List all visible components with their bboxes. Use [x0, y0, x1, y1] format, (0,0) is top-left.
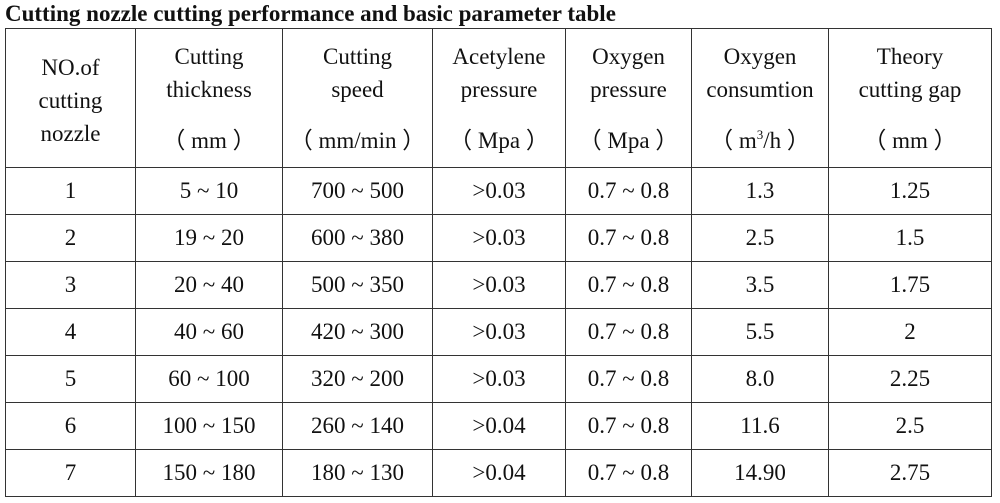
header-line: NO.of	[41, 54, 100, 80]
cell-nozzle-number: 6	[5, 402, 136, 450]
header-line: Oxygen	[592, 43, 665, 69]
cell-cutting-speed: 320 ~ 200	[282, 355, 433, 403]
cell-oxygen-consumption: 11.6	[691, 402, 829, 450]
cell-oxygen-pressure: 0.7 ~ 0.8	[565, 214, 692, 262]
cell-oxygen-pressure: 0.7 ~ 0.8	[565, 308, 692, 356]
parameter-table: NO.of cutting nozzle Cutting thickness （…	[5, 28, 992, 497]
header-oxygen-consumption: Oxygen consumtion （ m3/h ）	[691, 28, 829, 168]
cell-oxygen-pressure: 0.7 ~ 0.8	[565, 402, 692, 450]
header-unit: （ m3/h ）	[692, 124, 828, 157]
cell-oxygen-pressure: 0.7 ~ 0.8	[565, 261, 692, 309]
cell-oxygen-pressure: 0.7 ~ 0.8	[565, 355, 692, 403]
cell-acetylene-pressure: >0.03	[432, 355, 566, 403]
cell-theory-cutting-gap: 2.25	[828, 355, 992, 403]
header-line: cutting gap	[858, 76, 962, 102]
cell-theory-cutting-gap: 1.75	[828, 261, 992, 309]
cell-cutting-thickness: 150 ~ 180	[135, 449, 283, 497]
header-nozzle-number: NO.of cutting nozzle	[5, 28, 136, 168]
cell-acetylene-pressure: >0.03	[432, 167, 566, 215]
cell-oxygen-pressure: 0.7 ~ 0.8	[565, 449, 692, 497]
cell-cutting-speed: 700 ~ 500	[282, 167, 433, 215]
cell-nozzle-number: 4	[5, 308, 136, 356]
unit-superscript: 3	[756, 126, 764, 142]
header-cutting-speed: Cutting speed （ mm/min ）	[282, 28, 433, 168]
unit-suffix: /h ）	[763, 127, 810, 153]
cell-oxygen-consumption: 2.5	[691, 214, 829, 262]
cell-acetylene-pressure: >0.04	[432, 402, 566, 450]
cell-oxygen-consumption: 5.5	[691, 308, 829, 356]
header-line: pressure	[590, 76, 667, 102]
cell-acetylene-pressure: >0.04	[432, 449, 566, 497]
cell-theory-cutting-gap: 2.75	[828, 449, 992, 497]
header-unit: （ mm/min ）	[289, 127, 426, 153]
cell-oxygen-consumption: 3.5	[691, 261, 829, 309]
cell-oxygen-consumption: 1.3	[691, 167, 829, 215]
table-row: 6 100 ~ 150 260 ~ 140 >0.04 0.7 ~ 0.8 11.6 2.5	[5, 402, 992, 450]
header-line: Cutting	[174, 43, 244, 69]
cell-acetylene-pressure: >0.03	[432, 261, 566, 309]
cell-oxygen-pressure: 0.7 ~ 0.8	[565, 167, 692, 215]
cell-oxygen-consumption: 14.90	[691, 449, 829, 497]
cell-cutting-thickness: 100 ~ 150	[135, 402, 283, 450]
header-line: Theory	[876, 43, 944, 69]
header-unit: （ Mpa ）	[578, 127, 679, 153]
cell-nozzle-number: 7	[5, 449, 136, 497]
cell-cutting-speed: 420 ~ 300	[282, 308, 433, 356]
header-unit: （ mm ）	[863, 127, 957, 153]
cell-cutting-speed: 500 ~ 350	[282, 261, 433, 309]
header-line: cutting	[38, 87, 103, 113]
cell-cutting-thickness: 5 ~ 10	[135, 167, 283, 215]
cell-nozzle-number: 3	[5, 261, 136, 309]
header-line: nozzle	[40, 120, 101, 146]
cell-nozzle-number: 2	[5, 214, 136, 262]
cell-acetylene-pressure: >0.03	[432, 308, 566, 356]
cell-theory-cutting-gap: 1.5	[828, 214, 992, 262]
cell-cutting-thickness: 19 ~ 20	[135, 214, 283, 262]
header-cutting-thickness: Cutting thickness （ mm ）	[135, 28, 283, 168]
cell-cutting-speed: 180 ~ 130	[282, 449, 433, 497]
header-row: NO.of cutting nozzle Cutting thickness （…	[5, 28, 992, 168]
header-line: consumtion	[706, 76, 814, 102]
unit-prefix: （ m	[710, 127, 757, 153]
table-row: 2 19 ~ 20 600 ~ 380 >0.03 0.7 ~ 0.8 2.5 1.5	[5, 214, 992, 262]
table-row: 4 40 ~ 60 420 ~ 300 >0.03 0.7 ~ 0.8 5.5 2	[5, 308, 992, 356]
cell-theory-cutting-gap: 2	[828, 308, 992, 356]
cell-acetylene-pressure: >0.03	[432, 214, 566, 262]
cell-theory-cutting-gap: 1.25	[828, 167, 992, 215]
header-line: Cutting	[322, 43, 392, 69]
table-row: 3 20 ~ 40 500 ~ 350 >0.03 0.7 ~ 0.8 3.5 1.75	[5, 261, 992, 309]
cell-cutting-thickness: 20 ~ 40	[135, 261, 283, 309]
header-oxygen-pressure: Oxygen pressure （ Mpa ）	[565, 28, 692, 168]
header-line: Oxygen	[723, 43, 797, 69]
cell-cutting-thickness: 40 ~ 60	[135, 308, 283, 356]
header-line: thickness	[166, 76, 252, 102]
table-title: Cutting nozzle cutting performance and b…	[5, 1, 616, 26]
cell-theory-cutting-gap: 2.5	[828, 402, 992, 450]
header-theory-cutting-gap: Theory cutting gap （ mm ）	[828, 28, 992, 168]
cell-nozzle-number: 1	[5, 167, 136, 215]
table-row: 5 60 ~ 100 320 ~ 200 >0.03 0.7 ~ 0.8 8.0 2.25	[5, 355, 992, 403]
header-line: pressure	[460, 76, 538, 102]
cell-nozzle-number: 5	[5, 355, 136, 403]
cell-oxygen-consumption: 8.0	[691, 355, 829, 403]
cell-cutting-speed: 600 ~ 380	[282, 214, 433, 262]
header-line: speed	[331, 76, 384, 102]
header-unit: （ mm ）	[162, 127, 256, 153]
header-line: Acetylene	[452, 43, 546, 69]
cell-cutting-thickness: 60 ~ 100	[135, 355, 283, 403]
cell-cutting-speed: 260 ~ 140	[282, 402, 433, 450]
table-row: 7 150 ~ 180 180 ~ 130 >0.04 0.7 ~ 0.8 14.90 2.…	[5, 449, 992, 497]
header-acetylene-pressure: Acetylene pressure （ Mpa ）	[432, 28, 566, 168]
header-unit: （ Mpa ）	[449, 127, 549, 153]
